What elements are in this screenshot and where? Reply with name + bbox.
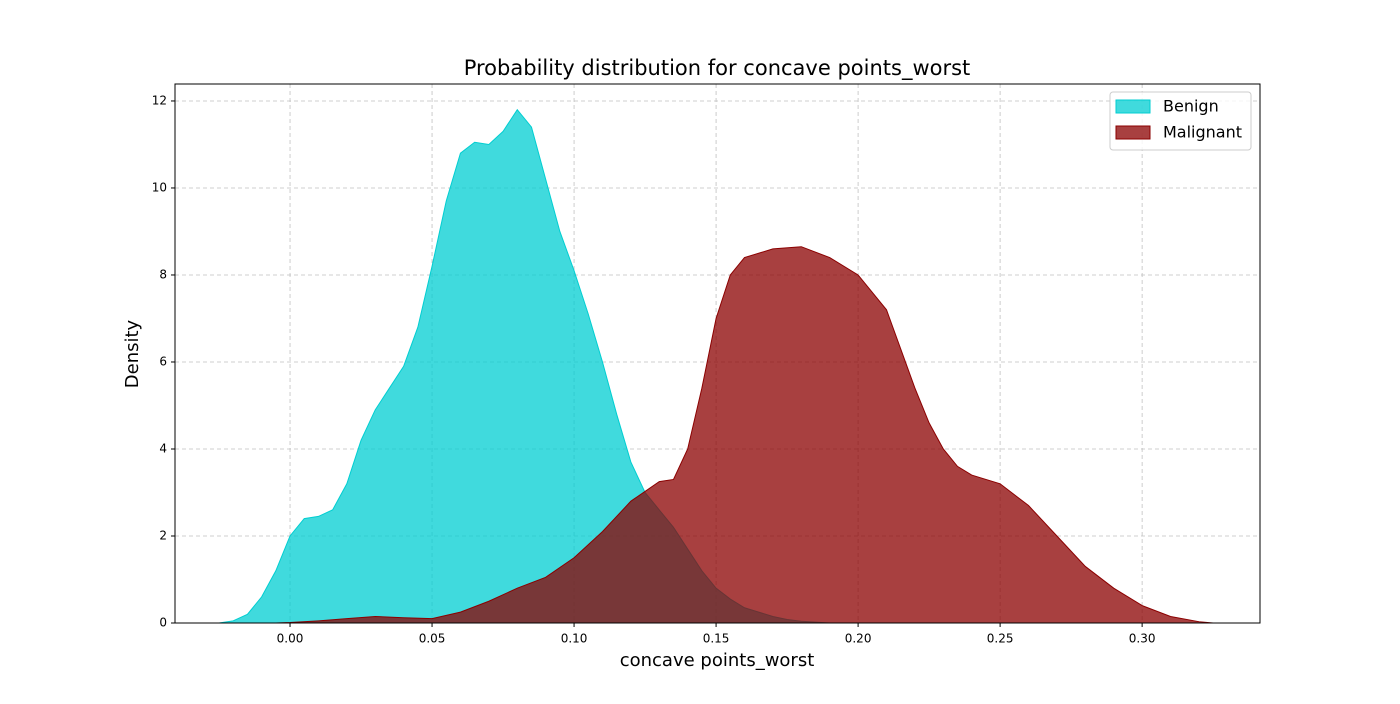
legend: Benign Malignant — [1109, 91, 1252, 151]
legend-swatch — [1115, 99, 1151, 114]
areas — [218, 108, 1214, 624]
x-tick-label: 0.10 — [561, 632, 588, 646]
y-tick-label: 6 — [159, 354, 167, 368]
ticks: 0.00 0.05 0.10 0.15 0.20 0.25 0.30 0 2 4 6 8 10 12 — [152, 93, 1156, 645]
y-tick-label: 0 — [159, 616, 167, 630]
x-axis-label: concave points_worst — [620, 650, 815, 671]
density-area — [275, 246, 1214, 624]
y-tick-label: 10 — [152, 180, 167, 194]
y-axis-label: Density — [122, 319, 143, 388]
x-tick-label: 0.25 — [987, 632, 1014, 646]
legend-swatch — [1115, 125, 1151, 140]
axes-frame — [174, 83, 1261, 624]
x-tick-label: 0.15 — [703, 632, 730, 646]
legend-label: Malignant — [1163, 123, 1242, 142]
x-tick-label: 0.05 — [419, 632, 446, 646]
x-tick-label: 0.00 — [277, 632, 304, 646]
y-tick-label: 8 — [159, 267, 167, 281]
x-tick-label: 0.30 — [1129, 632, 1156, 646]
x-tick-label: 0.20 — [845, 632, 872, 646]
y-tick-label: 2 — [159, 528, 167, 542]
legend-label: Benign — [1163, 97, 1219, 116]
y-tick-label: 4 — [159, 441, 167, 455]
chart-title: Probability distribution for concave poi… — [464, 56, 971, 81]
y-tick-label: 12 — [152, 93, 167, 107]
